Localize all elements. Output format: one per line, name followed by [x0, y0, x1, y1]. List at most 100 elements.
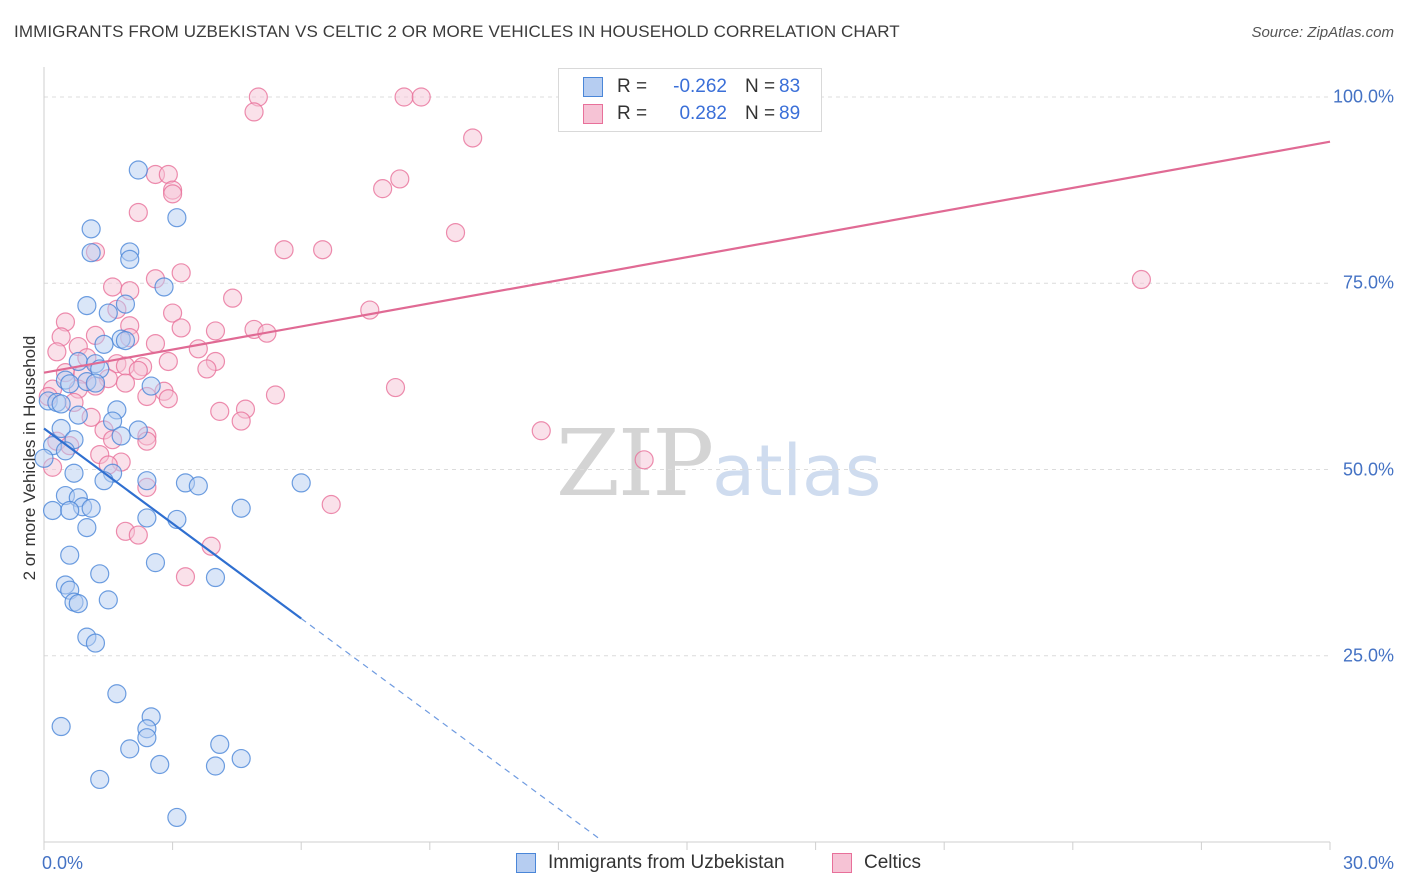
- celtics-point: [265, 385, 286, 405]
- uzbekistan-point: [115, 331, 136, 351]
- celtics-point: [163, 303, 183, 323]
- uzbekistan-point: [60, 374, 80, 394]
- uzbekistan-point: [94, 471, 114, 491]
- legend-n-value: 89: [779, 103, 801, 124]
- legend-r-value: 0.282: [679, 103, 727, 124]
- legend-swatch-pink: [832, 853, 852, 873]
- celtics-point: [274, 240, 294, 260]
- uzbekistan-point: [90, 564, 110, 584]
- uzbekistan-point: [94, 334, 114, 354]
- celtics-point: [128, 525, 148, 545]
- chart-title: IMMIGRANTS FROM UZBEKISTAN VS CELTIC 2 O…: [14, 22, 900, 41]
- legend-swatch-pink: [583, 104, 603, 124]
- uzbekistan-point: [81, 243, 101, 263]
- celtics-point: [171, 263, 191, 283]
- watermark-atlas: atlas: [712, 430, 882, 512]
- uzbekistan-point: [51, 394, 71, 414]
- uzbekistan-point: [115, 294, 136, 314]
- celtics-point: [231, 411, 251, 431]
- celtics-point: [128, 202, 148, 223]
- uzbekistan-point: [128, 420, 148, 440]
- legend-r-value: -0.262: [673, 76, 727, 97]
- source-label: Source: ZipAtlas.com: [1251, 24, 1394, 41]
- legend-row-celtics: R = 0.282 N = 89: [583, 102, 800, 126]
- correlation-legend: R = -0.262 N = 83 R = 0.282 N = 89: [558, 68, 822, 132]
- uzbekistan-point: [205, 756, 226, 776]
- series-uzbekistan: [34, 160, 311, 828]
- legend-n-value: 83: [779, 76, 801, 97]
- celtics-point: [373, 179, 393, 199]
- celtics-point: [394, 87, 414, 107]
- legend-r-label: R =: [617, 103, 648, 124]
- celtics-point: [463, 128, 483, 148]
- uzbekistan-point: [81, 219, 101, 239]
- celtics-point: [244, 102, 264, 122]
- uzbekistan-point: [205, 567, 226, 588]
- uzbekistan-point: [120, 249, 140, 270]
- uzbekistan-point: [60, 545, 80, 565]
- legend-item-uzbekistan[interactable]: Immigrants from Uzbekistan: [516, 852, 785, 874]
- y-tick-label: 100.0%: [1332, 86, 1394, 107]
- celtics-point: [223, 288, 243, 308]
- series-legend: Immigrants from Uzbekistan Celtics: [0, 852, 1406, 876]
- celtics-point: [102, 277, 123, 297]
- series-celtics: [38, 87, 1151, 587]
- uzbekistan-point: [145, 553, 166, 573]
- uzbekistan-point: [154, 277, 174, 297]
- celtics-point: [115, 373, 136, 393]
- uzbekistan-point: [150, 754, 170, 775]
- legend-label-uzbekistan: Immigrants from Uzbekistan: [548, 852, 785, 873]
- legend-swatch-blue: [516, 853, 536, 873]
- celtics-point: [175, 567, 196, 587]
- legend-label-celtics: Celtics: [864, 852, 922, 873]
- legend-r-label: R =: [617, 76, 648, 97]
- celtics-point: [158, 351, 178, 372]
- celtics-point: [171, 318, 191, 338]
- celtics-point: [321, 494, 341, 515]
- uzbekistan-point: [85, 373, 106, 393]
- celtics-point: [385, 377, 406, 398]
- legend-swatch-blue: [583, 77, 603, 97]
- uzbekistan-point: [137, 471, 157, 491]
- y-tick-label: 75.0%: [1342, 272, 1394, 293]
- uzbekistan-trend-line: [43, 427, 302, 620]
- legend-item-celtics[interactable]: Celtics: [832, 852, 921, 874]
- celtics-point: [158, 389, 178, 409]
- uzbekistan-point: [81, 498, 101, 518]
- celtics-point: [47, 342, 67, 362]
- axes: [43, 67, 1331, 850]
- uzbekistan-point: [107, 684, 127, 704]
- uzbekistan-point: [77, 296, 97, 316]
- celtics-point: [210, 401, 230, 421]
- uzbekistan-point: [77, 518, 97, 538]
- uzbekistan-point: [42, 500, 63, 521]
- celtics-trend-line: [43, 140, 1331, 374]
- uzbekistan-point: [128, 160, 148, 180]
- uzbekistan-point: [141, 376, 161, 396]
- uzbekistan-point: [98, 590, 118, 610]
- legend-n-label: N =: [745, 103, 776, 124]
- uzbekistan-point: [167, 807, 187, 828]
- uzbekistan-point: [60, 500, 80, 521]
- uzbekistan-trend-extension: [300, 618, 602, 841]
- uzbekistan-point: [167, 208, 187, 228]
- uzbekistan-point: [85, 633, 106, 653]
- celtics-point: [145, 333, 166, 354]
- celtics-point: [445, 222, 466, 243]
- y-tick-label: 50.0%: [1342, 459, 1394, 479]
- uzbekistan-point: [68, 593, 88, 614]
- uzbekistan-point: [90, 769, 110, 790]
- uzbekistan-point: [111, 426, 131, 446]
- y-tick-label: 25.0%: [1342, 645, 1394, 666]
- uzbekistan-point: [137, 508, 157, 528]
- celtics-point: [411, 87, 431, 107]
- watermark: ZIPatlas: [556, 410, 881, 517]
- x-tick-max: 30.0%: [1342, 853, 1394, 873]
- trend-lines: [43, 140, 1331, 841]
- uzbekistan-point: [34, 448, 54, 468]
- uzbekistan-point: [120, 739, 140, 759]
- y-axis-label: 2 or more Vehicles in Household: [20, 335, 39, 581]
- uzbekistan-point: [51, 418, 71, 439]
- celtics-point: [531, 421, 551, 441]
